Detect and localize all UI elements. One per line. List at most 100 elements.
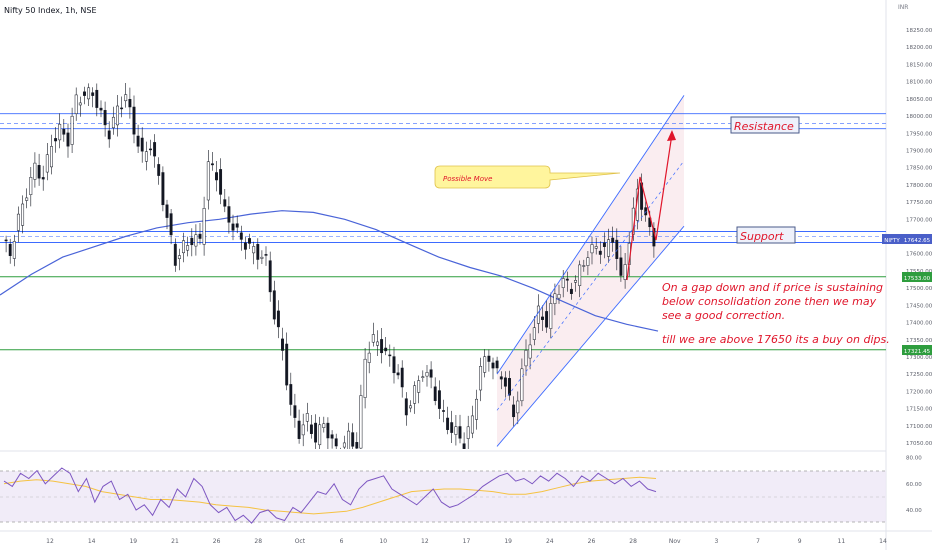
candle-body	[458, 426, 462, 439]
candle-body	[528, 344, 532, 359]
time-tick-label: 28	[254, 538, 262, 545]
candle-body	[450, 422, 454, 433]
candle-body	[503, 377, 507, 387]
candle-body	[136, 135, 140, 147]
channel-upper-line	[496, 95, 685, 375]
candle-body	[177, 255, 181, 259]
candle-body	[437, 390, 441, 409]
candle-body	[396, 372, 400, 376]
time-tick-label: Nov	[669, 538, 681, 545]
candle-body	[272, 290, 276, 320]
candle-body	[347, 430, 351, 449]
price-tick-label: 17450.00	[906, 303, 932, 309]
candle-body	[380, 339, 384, 354]
candle-body	[78, 102, 82, 106]
candle-body	[322, 423, 326, 428]
resistance-label: Resistance	[734, 120, 794, 133]
candle-body	[169, 213, 173, 236]
candle-body	[210, 163, 214, 166]
candle-body	[429, 369, 433, 378]
price-tick-label: 17900.00	[906, 148, 932, 154]
candle-body	[524, 350, 528, 367]
price-pane	[0, 83, 886, 449]
candle-body	[186, 245, 190, 251]
candle-body	[594, 246, 598, 249]
candle-body	[590, 244, 594, 254]
time-tick-label: Oct	[295, 538, 306, 545]
rsi-ma-line	[3, 476, 657, 515]
candle-body	[215, 172, 218, 181]
time-tick-label: 7	[756, 538, 760, 545]
candle-body	[495, 360, 499, 369]
candle-body	[45, 154, 49, 173]
time-tick-label: 28	[629, 538, 637, 545]
price-tick-label: 17400.00	[906, 321, 932, 327]
candle-body	[157, 164, 161, 176]
candle-body	[219, 169, 223, 195]
candle-body	[607, 239, 610, 257]
candle-body	[264, 254, 268, 256]
projection-arrows	[626, 130, 676, 281]
candle-body	[549, 303, 553, 329]
time-tick-label: 14	[879, 538, 887, 545]
channel-lower-line	[496, 225, 685, 447]
candle-body	[309, 424, 313, 434]
symbol-badge: NIFTY	[882, 234, 902, 244]
candle-body	[334, 438, 338, 447]
candle-body	[140, 137, 144, 152]
price-tick-label: 17100.00	[906, 424, 932, 430]
support-label-box: Support	[736, 226, 796, 244]
candle-body	[21, 203, 25, 226]
candle-body	[404, 398, 408, 416]
candle-body	[557, 294, 561, 299]
candle-body	[342, 442, 346, 448]
candle-body	[128, 99, 132, 108]
candle-body	[37, 165, 41, 179]
candle-body	[173, 243, 177, 266]
price-tick-label: 18250.00	[906, 28, 932, 34]
price-tick-label: 17050.00	[906, 441, 932, 447]
candle-body	[355, 442, 359, 449]
candle-body	[83, 91, 86, 96]
possible-move-label: Possible Move	[443, 175, 492, 183]
candle-body	[153, 142, 157, 157]
time-tick-label: 17	[463, 538, 471, 545]
time-tick-label: 3	[714, 538, 718, 545]
candle-body	[582, 265, 586, 267]
candle-body	[124, 94, 128, 102]
candle-body	[74, 94, 78, 114]
candle-body	[475, 398, 478, 420]
candle-body	[376, 341, 379, 346]
rsi-band	[0, 471, 886, 522]
candle-body	[50, 146, 53, 168]
candle-body	[33, 162, 37, 180]
price-tick-label: 17300.00	[906, 355, 932, 361]
candle-body	[260, 256, 264, 259]
candle-body	[120, 107, 124, 110]
candle-body	[330, 434, 334, 439]
time-tick-label: 12	[421, 538, 429, 545]
candle-body	[392, 356, 396, 374]
candle-body	[301, 424, 305, 436]
candle-body	[161, 172, 165, 206]
candle-body	[62, 128, 66, 135]
candle-body	[409, 405, 412, 409]
candle-body	[532, 327, 536, 340]
candle-body	[466, 426, 470, 439]
channel-mid-line	[496, 160, 685, 411]
candle-body	[4, 239, 8, 242]
candle-body	[107, 130, 111, 140]
candle-body	[202, 208, 206, 245]
candle-body	[314, 422, 318, 443]
price-tick-label: 17250.00	[906, 372, 932, 378]
time-tick-label: 26	[213, 538, 221, 545]
time-tick-label: 21	[171, 538, 179, 545]
price-tick-label: 18000.00	[906, 114, 932, 120]
price-tick-label: 17500.00	[906, 286, 932, 292]
candle-body	[206, 161, 210, 201]
candle-body	[479, 366, 483, 391]
level-badge-17321: 17321.45	[902, 345, 932, 355]
candle-body	[619, 257, 623, 276]
candle-body	[363, 358, 367, 398]
rsi-line	[3, 467, 657, 524]
